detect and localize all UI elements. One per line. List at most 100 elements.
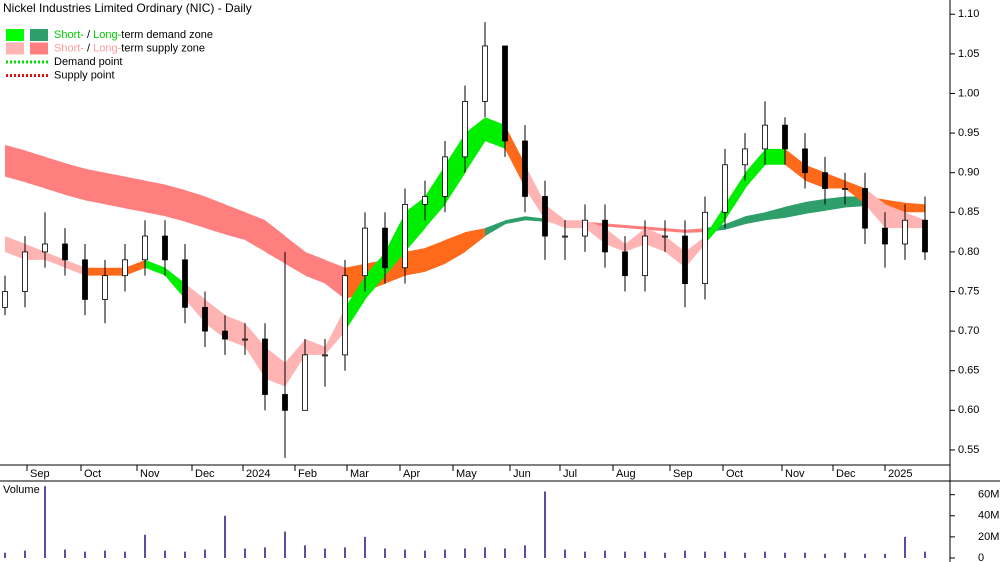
zone-segment bbox=[885, 204, 906, 229]
candle-body bbox=[162, 235, 168, 261]
candle-body bbox=[322, 354, 328, 357]
volume-y-tick-label: 60M bbox=[978, 489, 999, 501]
x-tick-label: Aug bbox=[616, 468, 636, 480]
zone-segment bbox=[445, 133, 466, 205]
legend-sep: / bbox=[84, 29, 93, 41]
legend-sep: / bbox=[84, 42, 93, 54]
candle-body bbox=[602, 219, 608, 253]
candle-body bbox=[862, 188, 868, 229]
candle-body bbox=[702, 211, 708, 284]
volume-bar bbox=[104, 550, 106, 558]
zone-segment bbox=[765, 148, 786, 165]
candle-body bbox=[582, 219, 588, 237]
legend-long: Long- bbox=[93, 42, 121, 54]
zone-segment bbox=[805, 198, 826, 214]
zone-segment bbox=[645, 226, 666, 232]
zone-segment bbox=[45, 251, 66, 268]
zone-segment bbox=[245, 323, 266, 379]
zone-segment bbox=[485, 117, 506, 149]
y-tick-label: 1.00 bbox=[958, 87, 979, 99]
volume-bar bbox=[764, 551, 766, 558]
candle-body bbox=[362, 227, 368, 277]
zone-segment bbox=[225, 204, 246, 241]
legend-text: term demand zone bbox=[121, 29, 213, 41]
volume-bar bbox=[804, 552, 806, 558]
zone-segment bbox=[665, 228, 686, 233]
volume-bar bbox=[904, 536, 906, 558]
volume-bar bbox=[364, 536, 366, 558]
legend-label: Short- / Long-term supply zone bbox=[54, 42, 205, 54]
y-tick-label: 0.75 bbox=[958, 285, 979, 297]
x-tick-label: Oct bbox=[84, 468, 101, 480]
legend-short: Short- bbox=[54, 42, 84, 54]
y-tick-label: 0.70 bbox=[958, 325, 979, 337]
volume-bar bbox=[924, 551, 926, 558]
volume-bar bbox=[744, 552, 746, 558]
candle-body bbox=[822, 172, 828, 189]
zone-segment bbox=[5, 144, 26, 183]
zone-segment bbox=[865, 188, 886, 229]
candle-body bbox=[442, 156, 448, 197]
candle-body bbox=[302, 354, 308, 411]
candle-body bbox=[542, 196, 548, 237]
zone-segment bbox=[85, 168, 106, 205]
legend-swatch bbox=[30, 42, 48, 55]
volume-bar bbox=[144, 534, 146, 558]
zone-segment bbox=[425, 164, 446, 229]
candle-body bbox=[882, 227, 888, 245]
zone-segment bbox=[345, 275, 366, 332]
zone-segment bbox=[85, 267, 106, 276]
volume-y-tick-label: 20M bbox=[978, 531, 999, 543]
x-tick-label: Nov bbox=[785, 468, 805, 480]
volume-bar bbox=[584, 551, 586, 558]
candle-body bbox=[262, 338, 268, 395]
legend-swatch bbox=[30, 29, 48, 41]
volume-bar bbox=[124, 551, 126, 558]
zone-segment bbox=[45, 156, 66, 195]
candle-body bbox=[722, 164, 728, 213]
zone-segment bbox=[25, 150, 46, 189]
zone-segment bbox=[905, 212, 926, 229]
chart-title: Nickel Industries Limited Ordinary (NIC)… bbox=[3, 1, 252, 15]
y-tick-label: 0.85 bbox=[958, 206, 979, 218]
volume-bar bbox=[304, 545, 306, 558]
volume-bar bbox=[344, 547, 346, 558]
volume-bar bbox=[544, 491, 546, 558]
volume-bar bbox=[244, 548, 246, 558]
zone-segment bbox=[625, 224, 646, 230]
zone-segment bbox=[385, 212, 406, 276]
candle-body bbox=[222, 330, 228, 340]
zone-segment bbox=[605, 223, 626, 229]
zone-segment bbox=[785, 148, 806, 181]
candle-body bbox=[202, 306, 208, 332]
zone-segment bbox=[325, 259, 346, 300]
volume-bar bbox=[24, 550, 26, 558]
x-tick-label: Dec bbox=[836, 468, 856, 480]
zone-segment bbox=[585, 220, 606, 244]
volume-bar bbox=[724, 551, 726, 558]
candle-body bbox=[402, 203, 408, 269]
zone-segment bbox=[265, 346, 286, 387]
x-tick-label: Sep bbox=[673, 468, 693, 480]
volume-bar bbox=[4, 552, 6, 558]
volume-bar bbox=[824, 553, 826, 558]
volume-y-tick-label: 40M bbox=[978, 510, 999, 522]
volume-bar bbox=[704, 551, 706, 558]
zone-segment bbox=[105, 267, 126, 276]
x-tick-label: Sep bbox=[30, 468, 50, 480]
zone-segment bbox=[745, 148, 766, 189]
x-tick-label: Apr bbox=[403, 468, 420, 480]
y-tick-label: 1.05 bbox=[958, 48, 979, 60]
volume-bar bbox=[884, 553, 886, 558]
volume-bar bbox=[624, 551, 626, 558]
candle-body bbox=[422, 196, 428, 205]
zone-segment bbox=[505, 125, 526, 189]
zone-segment bbox=[685, 228, 706, 233]
volume-bar bbox=[384, 548, 386, 558]
zone-segment bbox=[405, 196, 426, 252]
zone-segment bbox=[525, 164, 546, 221]
zone-segment bbox=[705, 204, 726, 244]
volume-bar bbox=[324, 548, 326, 558]
y-tick-label: 0.90 bbox=[958, 167, 979, 179]
